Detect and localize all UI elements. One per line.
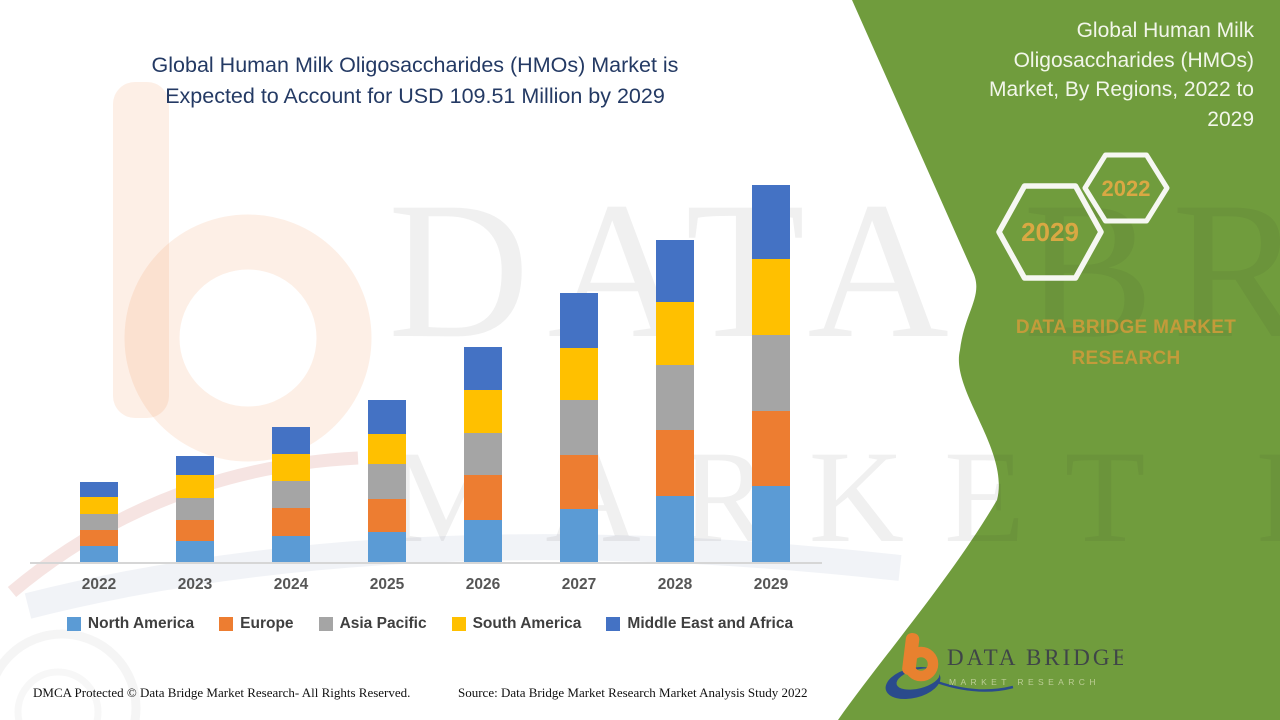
chart-legend: North America Europe Asia Pacific South Ame… [30,615,830,633]
x-axis-label-2025: 2025 [369,576,405,593]
bar-segment-2025-middle-east-and-africa[interactable] [368,399,406,435]
x-axis-label-2029: 2029 [753,576,789,593]
bar-segment-2029-asia-pacific[interactable] [752,334,790,412]
x-axis-label-2023: 2023 [177,576,213,593]
bar-segment-2026-asia-pacific[interactable] [464,433,502,476]
bar-segment-2024-middle-east-and-africa[interactable] [272,426,310,455]
bar-segment-2024-europe[interactable] [272,507,310,536]
legend-label: North America [87,615,195,632]
bar-segment-2023-south-america[interactable] [176,475,214,499]
legend-item-middle-east-and-africa[interactable]: Middle East and Africa [606,615,793,633]
legend-label: South America [472,615,582,632]
legend-swatch-icon [451,617,466,631]
bar-segment-2025-europe[interactable] [368,498,406,533]
bar-2026[interactable] [464,347,502,562]
footer-source-text: Source: Data Bridge Market Research Mark… [458,685,808,700]
x-axis-label-2022: 2022 [81,576,117,593]
x-axis-line [30,562,822,564]
brand-heading-line2: RESEARCH [1071,348,1181,369]
bar-segment-2022-north-america[interactable] [80,546,118,562]
bar-segment-2026-north-america[interactable] [464,520,502,562]
company-logo: DATA BRIDGE MARKET RESEARCH [885,632,1123,700]
logo-subtext: MARKET RESEARCH [949,677,1100,687]
bar-segment-2028-europe[interactable] [656,430,694,496]
bar-segment-2023-asia-pacific[interactable] [176,498,214,520]
bar-segment-2029-north-america[interactable] [752,485,790,562]
bar-segment-2022-south-america[interactable] [80,497,118,515]
bar-segment-2022-middle-east-and-africa[interactable] [80,482,118,498]
panel-heading-line4: 2029 [1207,107,1254,131]
legend-label: Middle East and Africa [627,615,794,632]
bar-segment-2025-asia-pacific[interactable] [368,464,406,499]
panel-heading-line3: Market, By Regions, 2022 to [989,78,1254,101]
chart-title: Global Human Milk Oligosaccharides (HMOs… [70,50,760,112]
bar-segment-2026-europe[interactable] [464,475,502,521]
bar-segment-2022-asia-pacific[interactable] [80,514,118,531]
x-axis-label-2027: 2027 [561,576,597,593]
legend-item-asia-pacific[interactable]: Asia Pacific [318,615,427,633]
bar-segment-2026-south-america[interactable] [464,390,502,434]
legend-label: Europe [240,615,294,632]
bar-segment-2028-asia-pacific[interactable] [656,364,694,431]
bar-segment-2027-south-america[interactable] [560,348,598,400]
bar-segment-2028-middle-east-and-africa[interactable] [656,239,694,303]
chart-title-line2: Expected to Account for USD 109.51 Milli… [165,84,665,108]
bar-2027[interactable] [560,293,598,562]
legend-swatch-icon [606,617,621,631]
bar-segment-2028-north-america[interactable] [656,495,694,562]
bar-2024[interactable] [272,426,310,562]
bar-2022[interactable] [80,482,118,562]
bar-segment-2027-north-america[interactable] [560,509,598,562]
bar-segment-2025-north-america[interactable] [368,532,406,562]
footer-dmca-text: DMCA Protected © Data Bridge Market Rese… [33,685,411,700]
bar-2029[interactable] [752,185,790,562]
x-axis-label-2028: 2028 [657,576,693,593]
bar-segment-2027-europe[interactable] [560,455,598,510]
bar-segment-2025-south-america[interactable] [368,434,406,465]
bar-segment-2027-asia-pacific[interactable] [560,399,598,456]
legend-swatch-icon [66,617,81,631]
panel-heading: Global Human Milk Oligosaccharides (HMOs… [914,16,1254,134]
chart-title-line1: Global Human Milk Oligosaccharides (HMOs… [151,53,679,77]
bar-segment-2022-europe[interactable] [80,530,118,547]
x-axis-label-2026: 2026 [465,576,501,593]
legend-item-south-america[interactable]: South America [451,615,582,633]
bar-segment-2029-south-america[interactable] [752,259,790,335]
bar-2025[interactable] [368,399,406,562]
legend-label: Asia Pacific [339,615,427,632]
bar-2023[interactable] [176,455,214,562]
panel-heading-line1: Global Human Milk [1076,19,1254,42]
legend-swatch-icon [219,617,234,631]
bar-segment-2023-middle-east-and-africa[interactable] [176,455,214,476]
legend-item-north-america[interactable]: North America [66,615,195,633]
bar-segment-2028-south-america[interactable] [656,302,694,365]
bar-segment-2024-asia-pacific[interactable] [272,480,310,508]
bar-segment-2029-europe[interactable] [752,411,790,486]
brand-heading-line1: DATA BRIDGE MARKET [1015,317,1237,338]
bar-2028[interactable] [656,239,694,562]
panel-heading-line2: Oligosaccharides (HMOs) [1013,48,1254,72]
bar-segment-2023-north-america[interactable] [176,541,214,562]
legend-swatch-icon [318,617,333,631]
legend-item-europe[interactable]: Europe [219,615,294,633]
brand-heading: DATA BRIDGE MARKET RESEARCH [980,312,1272,374]
bar-segment-2027-middle-east-and-africa[interactable] [560,293,598,349]
bar-segment-2029-middle-east-and-africa[interactable] [752,185,790,260]
bar-segment-2024-north-america[interactable] [272,535,310,562]
logo-wordmark: DATA BRIDGE [947,645,1123,670]
bar-segment-2026-middle-east-and-africa[interactable] [464,347,502,391]
bar-segment-2024-south-america[interactable] [272,454,310,481]
x-axis-label-2024: 2024 [273,576,309,593]
bar-segment-2023-europe[interactable] [176,519,214,542]
